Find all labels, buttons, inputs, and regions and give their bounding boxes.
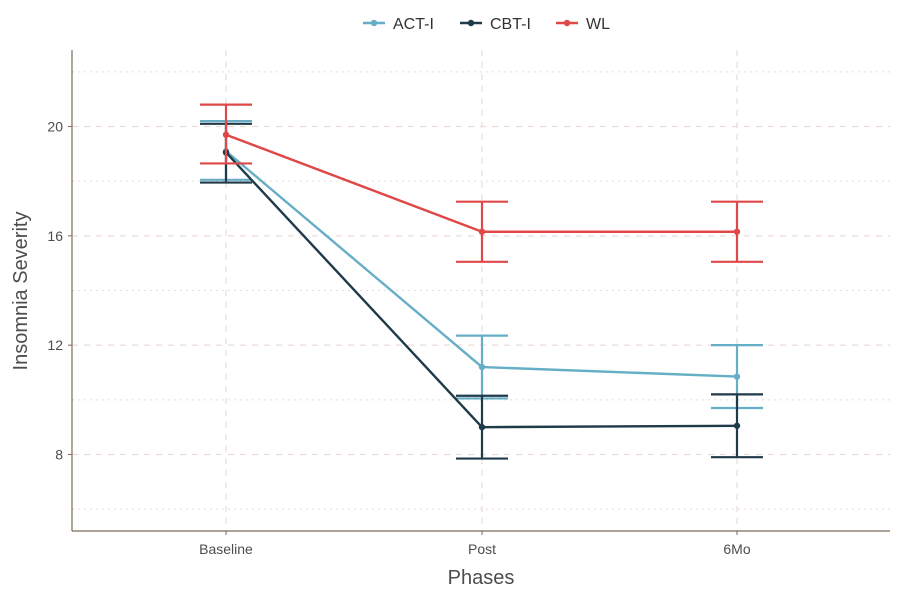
data-point <box>733 422 741 429</box>
series-act-i <box>200 119 763 410</box>
data-point <box>478 228 486 235</box>
data-point <box>733 373 741 380</box>
legend-marker <box>370 19 378 27</box>
data-point <box>478 363 486 371</box>
y-axis-title: Insomnia Severity <box>10 212 32 371</box>
data-point <box>733 228 741 235</box>
legend-marker <box>467 19 475 27</box>
data-point <box>478 423 486 431</box>
series-wl <box>200 103 763 263</box>
legend-item: WL <box>556 16 610 33</box>
x-axis-title: Phases <box>448 567 515 589</box>
data-point <box>222 131 230 138</box>
y-tick-label: 16 <box>47 228 63 244</box>
legend: ACT-I CBT-I WL <box>363 16 610 33</box>
legend-item: CBT-I <box>460 16 531 33</box>
y-tick-label: 12 <box>47 337 63 353</box>
x-tick-label: 6Mo <box>723 541 750 557</box>
legend-label: ACT-I <box>393 16 434 33</box>
x-tick-label: Baseline <box>199 541 253 557</box>
legend-item: ACT-I <box>363 16 434 33</box>
y-tick-label: 20 <box>47 119 63 135</box>
legend-label: WL <box>586 16 610 33</box>
axes: 8 12 16 20 Baseline Post 6Mo <box>47 50 890 557</box>
y-tick-label: 8 <box>55 446 63 462</box>
x-tick-label: Post <box>468 541 496 557</box>
legend-label: CBT-I <box>490 16 531 33</box>
series-layer <box>200 103 763 460</box>
legend-marker <box>563 19 571 27</box>
